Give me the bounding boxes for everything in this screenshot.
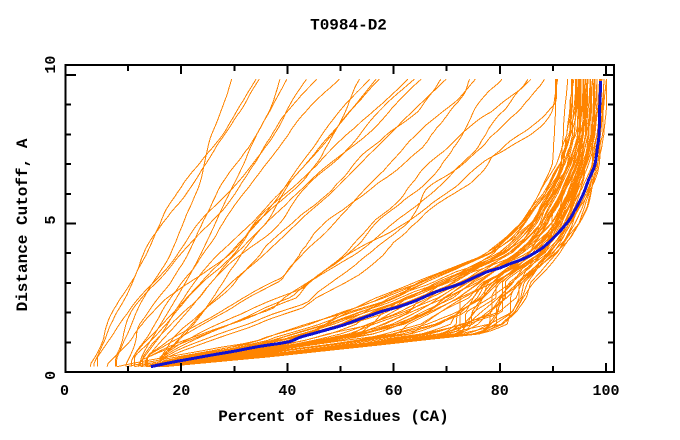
- svg-text:5: 5: [43, 215, 60, 224]
- svg-text:T0984-D2: T0984-D2: [310, 16, 387, 34]
- svg-text:20: 20: [172, 383, 190, 400]
- svg-text:60: 60: [385, 383, 403, 400]
- svg-text:100: 100: [592, 383, 619, 400]
- svg-text:0: 0: [60, 383, 69, 400]
- svg-text:10: 10: [43, 56, 60, 74]
- svg-text:Distance Cutoff, A: Distance Cutoff, A: [14, 138, 32, 311]
- svg-text:Percent of Residues (CA): Percent of Residues (CA): [218, 408, 448, 426]
- svg-text:80: 80: [491, 383, 509, 400]
- svg-text:0: 0: [43, 371, 60, 380]
- svg-text:40: 40: [278, 383, 296, 400]
